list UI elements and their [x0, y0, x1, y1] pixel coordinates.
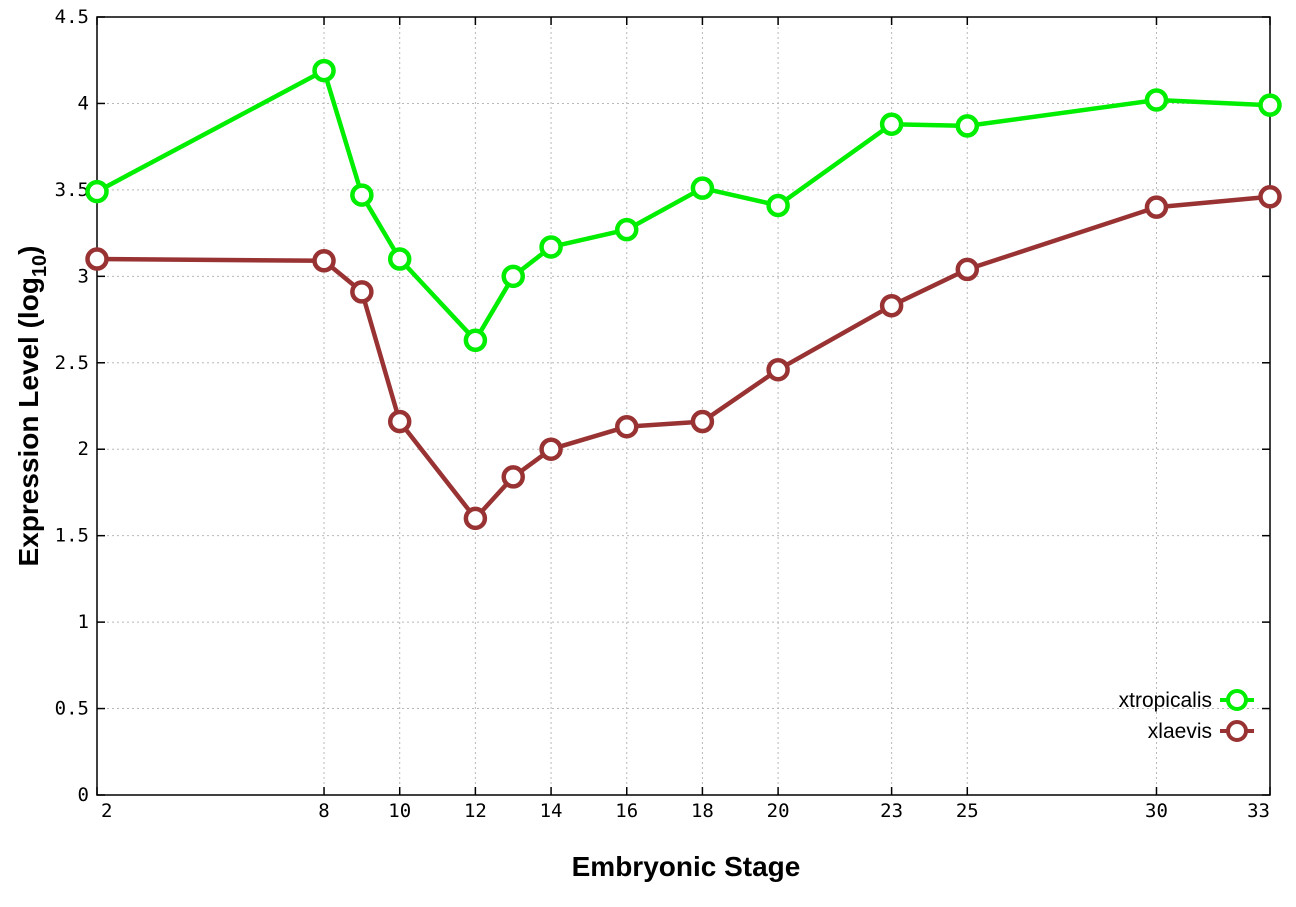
data-point-xlaevis [879, 293, 904, 318]
series-xtropicalis [85, 58, 1282, 353]
data-point-xtropicalis [690, 176, 715, 200]
data-point-xtropicalis [1144, 88, 1169, 112]
y-axis-title-subscript: 10 [29, 255, 51, 277]
legend-swatch-marker-xtropicalis [1226, 689, 1248, 711]
data-point-xlaevis [614, 414, 639, 439]
y-axis-title: Expression Level (log10) [13, 246, 51, 567]
x-tick-label: 16 [615, 800, 638, 822]
y-tick-label: 0.5 [55, 698, 89, 720]
x-tick-label: 25 [956, 800, 979, 822]
plot-frame [96, 16, 1271, 796]
data-point-xlaevis [312, 249, 336, 273]
data-point-xtropicalis [1258, 93, 1282, 117]
data-point-xtropicalis [766, 193, 790, 218]
data-point-xlaevis [1144, 195, 1169, 219]
x-tick-label: 18 [691, 800, 714, 822]
data-point-xtropicalis [955, 114, 980, 138]
data-point-xtropicalis [312, 58, 336, 83]
data-point-xlaevis [955, 257, 980, 282]
y-tick-label: 1 [78, 611, 89, 633]
y-tick-label: 4.5 [55, 6, 89, 28]
data-point-xtropicalis [463, 328, 488, 353]
x-tick-label: 14 [540, 800, 563, 822]
data-point-xlaevis [85, 247, 109, 271]
legend-label-xlaevis: xlaevis [1148, 720, 1212, 743]
legend-label-xtropicalis: xtropicalis [1119, 689, 1212, 712]
legend: xtropicalis xlaevis [1119, 689, 1254, 743]
y-tick-label: 0 [78, 784, 89, 806]
x-tick-label: 12 [464, 800, 487, 822]
axis-ticks: 2 8 10 12 14 16 18 20 23 25 30 33 0 0.5 1 1.5 2 2.5 3 3.5 4 4… [55, 6, 1271, 822]
data-point-xlaevis [1258, 185, 1282, 209]
data-point-xtropicalis [501, 264, 525, 289]
y-tick-label: 3 [78, 265, 89, 287]
series-line-xlaevis [94, 194, 1273, 521]
y-tick-label: 4 [78, 92, 89, 114]
data-point-xlaevis [690, 409, 715, 434]
data-point-xlaevis [539, 437, 563, 461]
legend-item-xlaevis: xlaevis [1148, 720, 1254, 743]
legend-swatch-marker-xlaevis [1226, 720, 1248, 742]
data-point-xtropicalis [350, 183, 374, 207]
x-tick-label: 33 [1247, 800, 1270, 822]
y-axis-title-main: Expression Level (log [13, 277, 44, 566]
y-tick-label: 3.5 [55, 179, 89, 201]
x-axis-title: Embryonic Stage [572, 851, 801, 882]
data-point-xlaevis [463, 506, 488, 531]
data-point-xtropicalis [879, 112, 904, 136]
x-tick-label: 30 [1145, 800, 1168, 822]
data-point-xlaevis [350, 280, 374, 304]
x-tick-label: 23 [880, 800, 903, 822]
y-tick-label: 1.5 [55, 525, 89, 547]
x-tick-label: 2 [101, 800, 112, 822]
data-point-xlaevis [501, 465, 525, 489]
series-layer [85, 58, 1282, 531]
y-tick-label: 2.5 [55, 352, 89, 374]
data-point-xtropicalis [85, 179, 109, 204]
x-tick-label: 20 [767, 800, 790, 822]
data-point-xlaevis [387, 409, 412, 434]
y-axis-title-close: ) [13, 246, 44, 255]
grid [97, 17, 1270, 795]
data-point-xtropicalis [387, 247, 412, 271]
legend-item-xtropicalis: xtropicalis [1119, 689, 1254, 712]
y-tick-label: 2 [78, 438, 89, 460]
data-point-xtropicalis [539, 235, 563, 259]
x-tick-label: 10 [388, 800, 411, 822]
data-point-xtropicalis [614, 217, 639, 242]
data-point-xlaevis [766, 357, 790, 382]
series-line-xtropicalis [94, 68, 1273, 343]
series-xlaevis [85, 185, 1282, 531]
x-tick-label: 8 [318, 800, 329, 822]
